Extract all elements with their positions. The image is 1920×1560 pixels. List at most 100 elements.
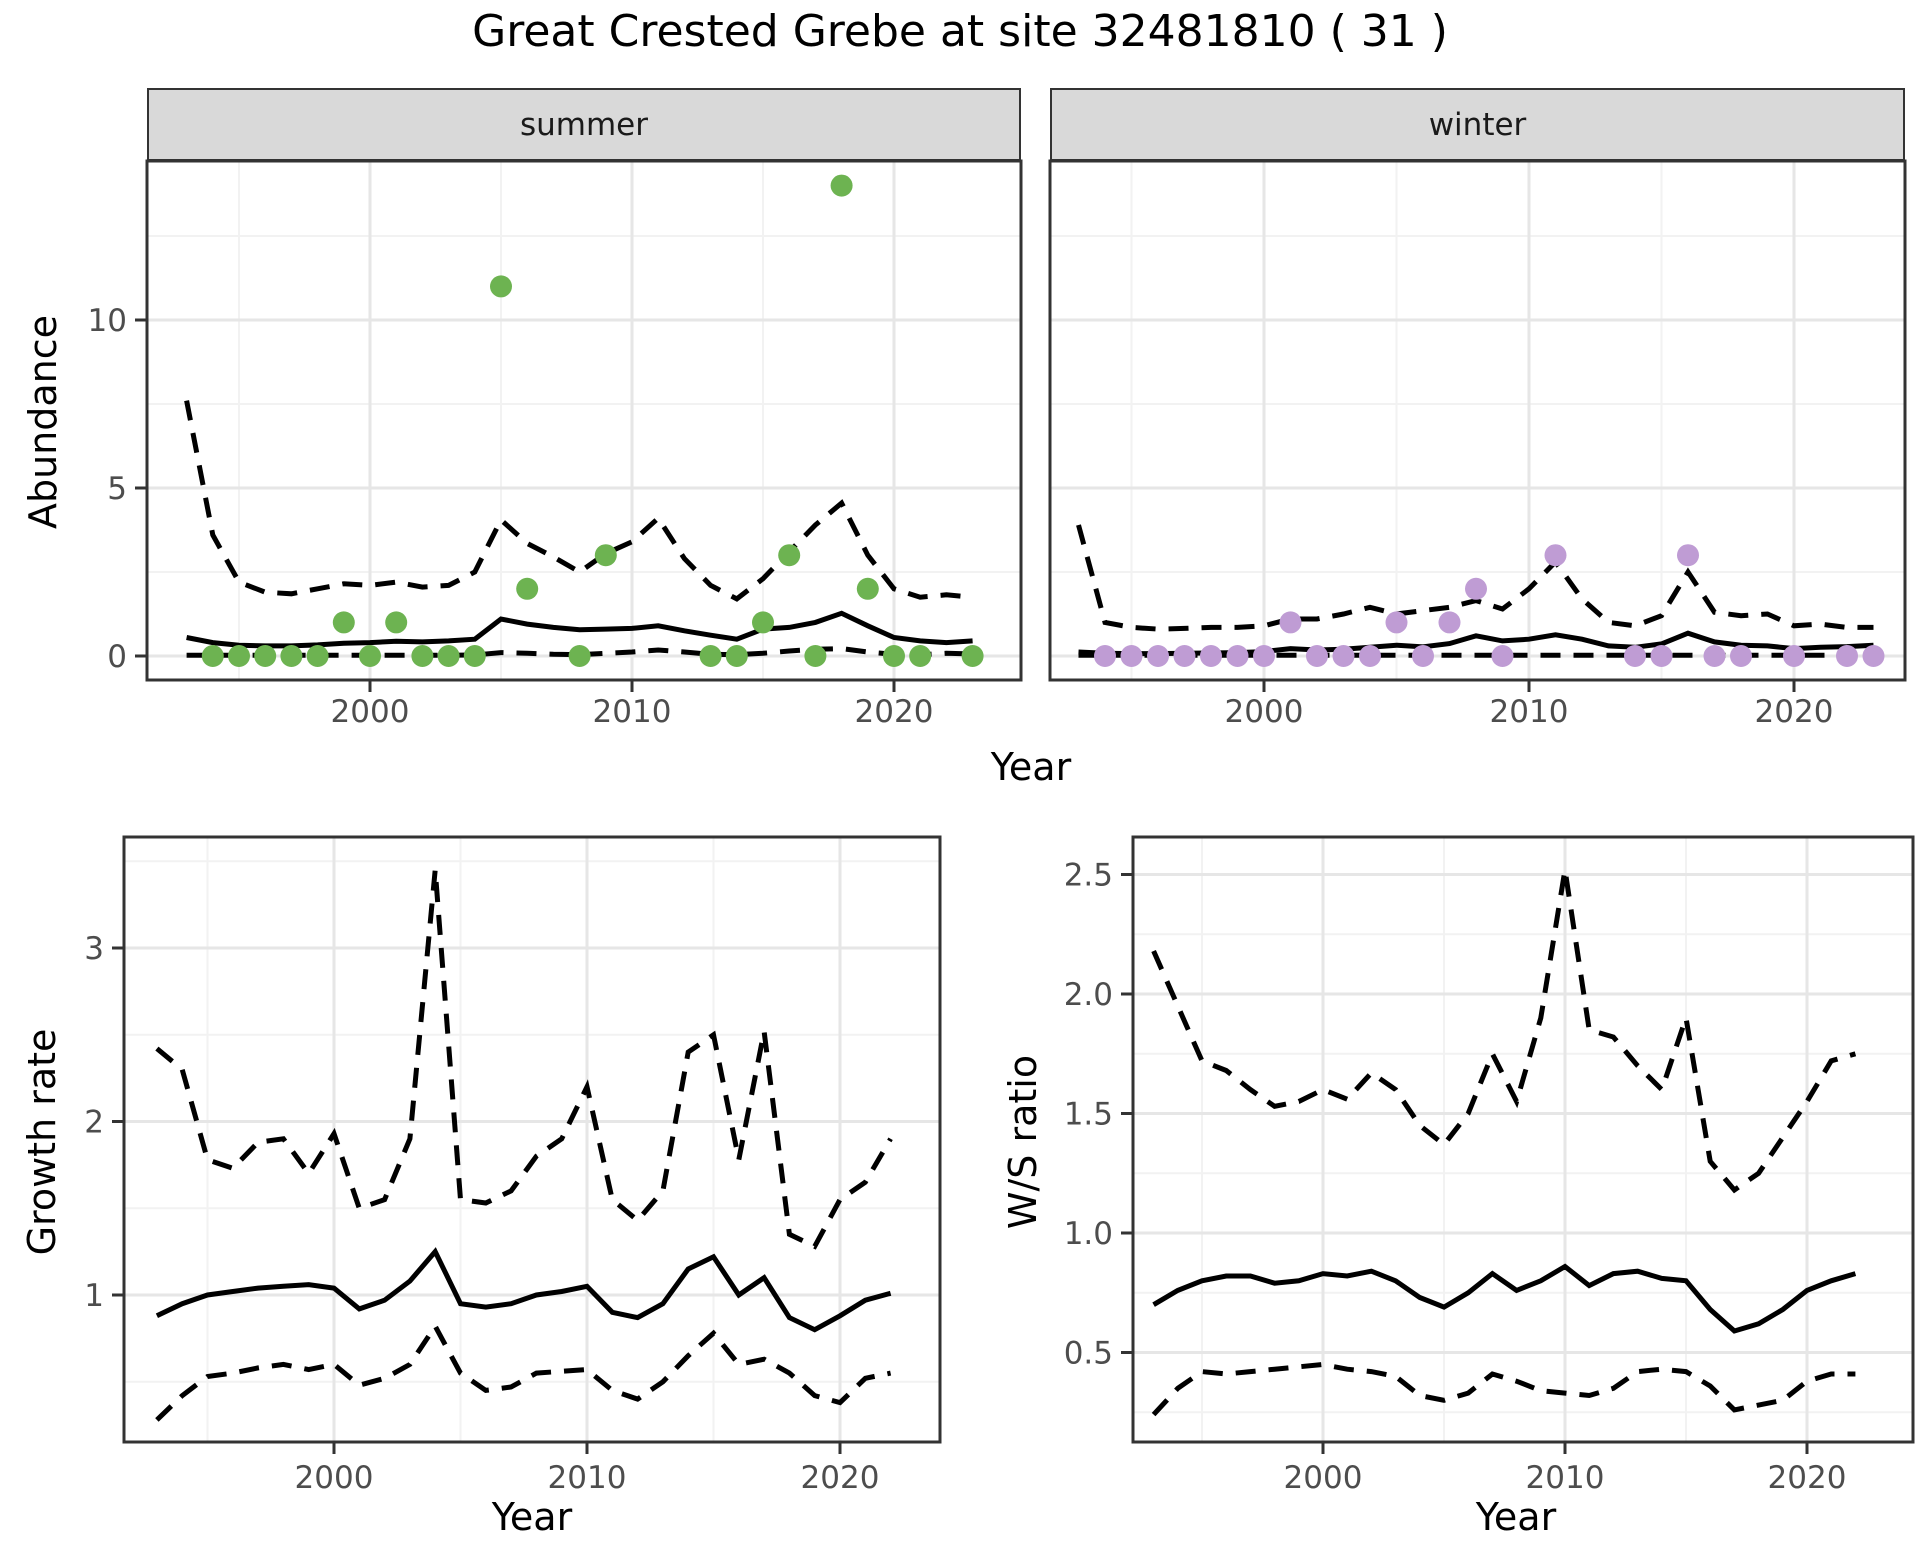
winter-data-point — [1385, 611, 1408, 634]
growth-x-tick-label: 2010 — [548, 1460, 627, 1496]
chart-title: Great Crested Grebe at site 32481810 ( 3… — [472, 6, 1448, 57]
winter-data-point — [1703, 645, 1726, 667]
winter-data-point — [1730, 645, 1752, 667]
summer-x-tick-label: 2020 — [855, 694, 934, 730]
summer-x-tick-label: 2000 — [331, 694, 410, 730]
ws-y-tick-label: 2.0 — [1064, 977, 1113, 1013]
facet-strip-summer-label: summer — [519, 106, 648, 143]
growth-y-tick-label: 3 — [84, 931, 104, 967]
summer-data-point — [725, 645, 748, 667]
winter-data-point — [1862, 645, 1885, 667]
summer-data-point — [490, 275, 512, 298]
winter-x-tick-label: 2000 — [1225, 694, 1304, 730]
summer-data-point — [463, 645, 486, 667]
ws-x-tick-label: 2020 — [1768, 1460, 1847, 1496]
summer-data-point — [909, 645, 932, 667]
summer-data-point — [961, 645, 984, 667]
growth-y-tick-label: 1 — [84, 1278, 104, 1314]
winter-plot-area — [1050, 161, 1905, 680]
ws-y-tick-label: 1.5 — [1064, 1097, 1113, 1133]
ws-upper_CI-line — [1151, 869, 1857, 1194]
winter-data-point — [1226, 645, 1249, 667]
ws-y-tick-label: 0.5 — [1064, 1336, 1113, 1372]
winter-upper_CI-line — [1076, 524, 1874, 632]
facet-strip-winter-label: winter — [1428, 106, 1527, 143]
summer-y-tick-label: 5 — [107, 471, 127, 507]
ws-x-tick-label: 2010 — [1526, 1460, 1605, 1496]
y-axis-title-abundance: Abundance — [21, 314, 65, 530]
winter-data-point — [1624, 645, 1646, 667]
growth-median-line — [155, 1247, 892, 1333]
growth-x-tick-label: 2020 — [801, 1460, 880, 1496]
winter-data-point — [1783, 645, 1805, 667]
x-axis-title-year-top: Year — [990, 745, 1072, 789]
summer-data-point — [201, 645, 224, 667]
growth-lower_CI-line — [155, 1321, 892, 1422]
ws-x-tick-label: 2000 — [1284, 1460, 1363, 1496]
facet-strip-winter: winter — [1050, 88, 1905, 161]
winter-data-point — [1359, 645, 1381, 667]
winter-data-point — [1677, 544, 1699, 567]
ws-y-tick-label: 1.0 — [1064, 1216, 1113, 1252]
summer-y-tick-label: 0 — [107, 639, 127, 675]
winter-data-point — [1306, 645, 1328, 667]
panel-summer: 2000 2010 2020 0 5 10 — [88, 159, 1023, 730]
winter-data-point — [1173, 645, 1196, 667]
summer-y-tick-label: 10 — [88, 303, 127, 339]
summer-data-point — [699, 645, 722, 667]
summer-data-point — [359, 645, 381, 667]
summer-data-point — [385, 611, 408, 634]
winter-data-point — [1412, 645, 1434, 667]
summer-upper_CI-line — [184, 400, 973, 602]
panel-ws: 2000 2010 2020 0.5 1.0 1.5 2.0 2.5 — [1064, 835, 1915, 1496]
summer-median-line — [186, 610, 973, 649]
summer-data-point — [594, 544, 617, 567]
winter-data-point — [1491, 645, 1514, 667]
summer-x-tick-label: 2010 — [593, 694, 672, 730]
winter-data-point — [1279, 611, 1302, 634]
growth-upper_CI-line — [155, 869, 893, 1250]
summer-data-point — [778, 544, 801, 567]
summer-data-point — [437, 645, 460, 667]
x-axis-title-year-growth: Year — [491, 1495, 573, 1539]
summer-data-point — [411, 645, 434, 667]
winter-data-point — [1200, 645, 1222, 667]
summer-plot-area — [147, 161, 1021, 680]
ws-y-tick-label: 2.5 — [1064, 858, 1113, 894]
summer-data-point — [883, 645, 905, 667]
summer-data-point — [752, 611, 774, 634]
winter-data-point — [1094, 645, 1116, 667]
summer-data-point — [280, 645, 303, 667]
winter-x-tick-label: 2010 — [1490, 694, 1569, 730]
growth-y-tick-label: 2 — [84, 1105, 104, 1141]
winter-data-point — [1120, 645, 1143, 667]
winter-data-point — [1465, 577, 1487, 600]
x-axis-title-year-ws: Year — [1475, 1495, 1557, 1539]
winter-data-point — [1650, 645, 1673, 667]
winter-data-point — [1147, 645, 1169, 667]
summer-data-point — [332, 611, 355, 634]
summer-data-point — [856, 577, 879, 600]
summer-data-point — [830, 174, 853, 197]
ws-plot-area — [1133, 837, 1913, 1442]
ws-median-line — [1152, 1263, 1857, 1334]
ws-lower_CI-line — [1151, 1361, 1856, 1417]
panel-growth: 2000 2010 2020 1 2 3 — [84, 835, 942, 1496]
summer-data-point — [516, 577, 539, 600]
winter-data-point — [1544, 544, 1567, 567]
summer-data-point — [804, 645, 827, 667]
y-axis-title-ws-ratio: W/S ratio — [1001, 1054, 1045, 1230]
growth-x-tick-label: 2000 — [295, 1460, 374, 1496]
winter-data-point — [1836, 645, 1858, 667]
summer-data-point — [254, 645, 277, 667]
summer-data-point — [306, 645, 329, 667]
panel-winter: 2000 2010 2020 — [1048, 159, 1907, 730]
y-axis-title-growth-rate: Growth rate — [20, 1028, 64, 1256]
summer-data-point — [228, 645, 250, 667]
facet-strip-summer: summer — [147, 88, 1021, 161]
growth-plot-area — [124, 837, 940, 1442]
winter-data-point — [1438, 611, 1461, 634]
winter-data-point — [1332, 645, 1355, 667]
